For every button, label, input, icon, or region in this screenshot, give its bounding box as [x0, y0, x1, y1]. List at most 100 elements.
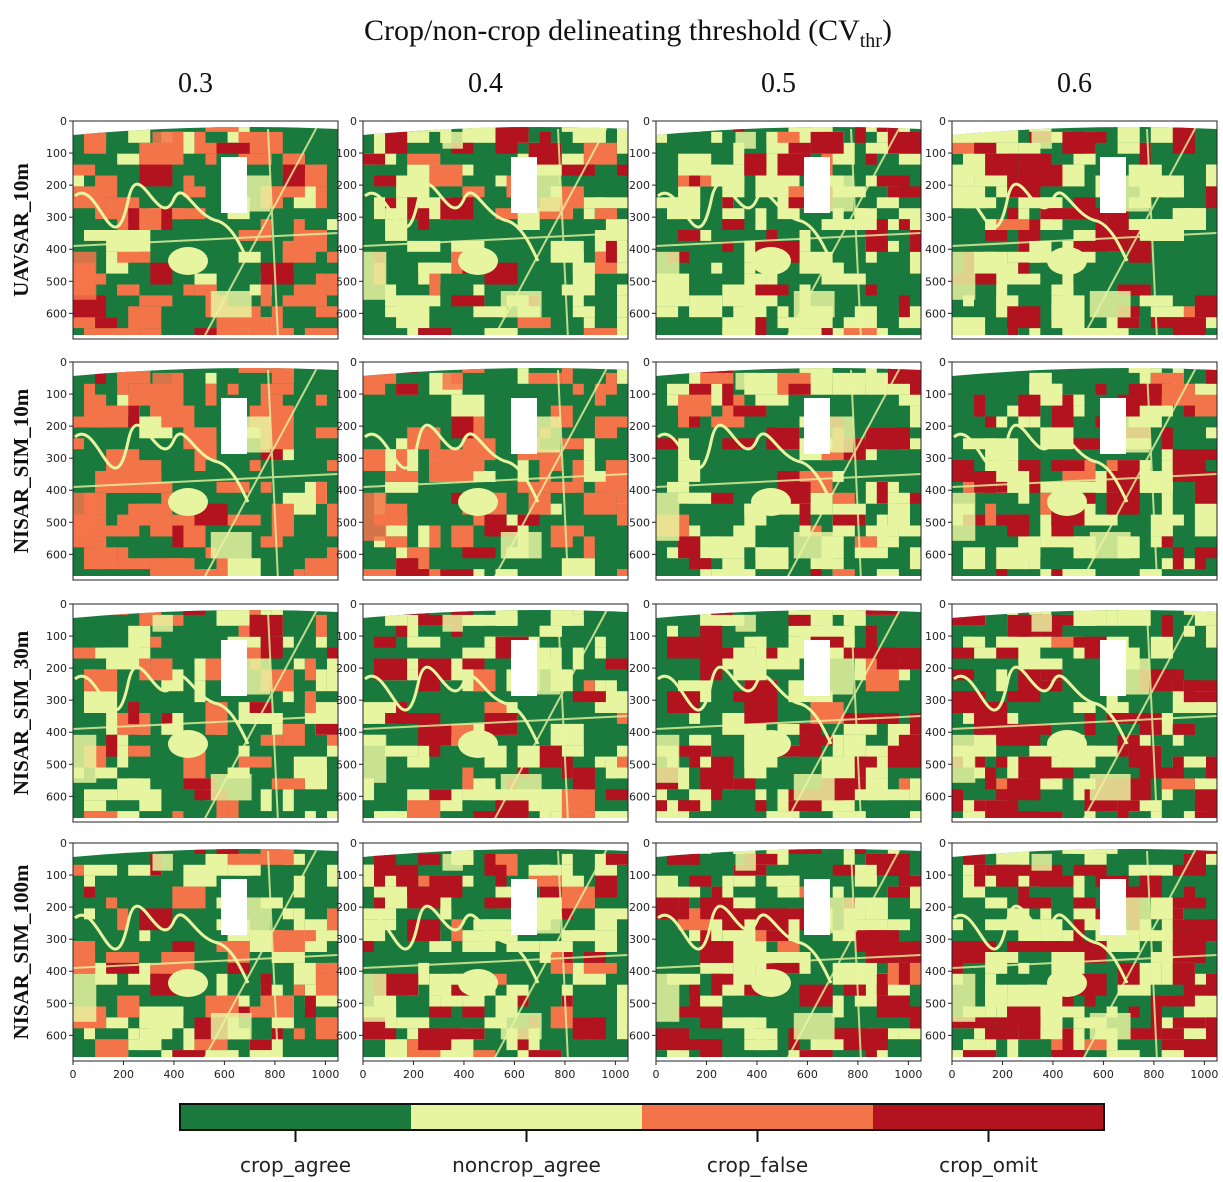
map-patch-crop-omit — [985, 153, 1019, 176]
map-patch-noncrop-agree — [1040, 131, 1074, 143]
map-patch-crop-omit — [1073, 438, 1096, 450]
y-tick-label: 0 — [60, 837, 67, 850]
map-patch-noncrop-agree — [495, 930, 518, 942]
map-patch-crop-omit — [1206, 186, 1217, 209]
map-patch-noncrop-agree — [617, 908, 628, 920]
y-tick-label: 200 — [336, 662, 357, 675]
map-patch-crop-omit — [396, 625, 408, 637]
x-tick-label: 600 — [1093, 1068, 1114, 1081]
map-patch-crop-false — [139, 503, 173, 515]
map-patch-crop-false — [1161, 383, 1195, 406]
map-patch-noncrop-agree — [985, 219, 1008, 230]
map-patch-noncrop-agree — [700, 962, 734, 974]
map-patch-noncrop-agree — [1161, 919, 1173, 942]
map-patch-noncrop-agree — [985, 995, 997, 1018]
map-patch-noncrop-agree — [996, 460, 1019, 482]
map-patch-noncrop-agree — [667, 547, 690, 559]
map-patch-noncrop-agree — [733, 941, 767, 963]
map-patch-noncrop-agree — [799, 230, 811, 252]
y-tick-label: 300 — [46, 452, 67, 465]
map-patch-noncrop-agree — [985, 962, 1008, 974]
y-tick-label: 200 — [46, 179, 67, 192]
map-patch-noncrop-agree — [473, 569, 485, 576]
y-tick-label: 100 — [46, 630, 67, 643]
map-patch-noncrop-agree — [1206, 427, 1217, 439]
map-patch-crop-omit — [172, 1050, 206, 1057]
map-patch-noncrop-agree — [282, 691, 294, 703]
y-tick-label: 0 — [350, 356, 357, 369]
map-river — [953, 423, 1129, 503]
map-patch-noncrop-agree — [205, 372, 217, 384]
map-patch-noncrop-agree — [363, 864, 374, 887]
map-patch-crop-omit — [1183, 984, 1206, 996]
map-patch-crop-omit — [799, 723, 822, 735]
map-patch-crop-omit — [910, 372, 921, 395]
map-patch-crop-omit — [963, 941, 997, 952]
map-roads — [363, 849, 628, 1057]
map-patch-crop-omit — [974, 800, 986, 812]
map-patch-crop-false — [304, 658, 316, 681]
map-patch-crop-false — [865, 669, 899, 692]
map-patch-crop-omit — [605, 240, 617, 263]
map-patch-crop-omit — [1007, 514, 1030, 537]
map-patch-noncrop-agree — [996, 142, 1019, 154]
map-patch-crop-omit — [396, 610, 430, 615]
map-patch-crop-false — [73, 438, 84, 450]
map-patch-noncrop-agree — [1206, 849, 1217, 865]
y-tick-label: 100 — [46, 388, 67, 401]
map-patch-crop-omit — [451, 295, 485, 307]
map-patch-noncrop-agree — [733, 142, 745, 165]
y-tick-label: 400 — [925, 726, 946, 739]
y-tick-label: 600 — [925, 1029, 946, 1042]
map-patch-noncrop-agree — [678, 525, 701, 537]
map-patch-crop-false — [282, 723, 305, 746]
map-patch-crop-omit — [385, 368, 419, 373]
map-patch-noncrop-agree — [843, 849, 855, 865]
map-patch-crop-omit — [887, 127, 899, 143]
map-patch-noncrop-agree — [788, 636, 800, 648]
map-patch-noncrop-agree — [1018, 962, 1030, 974]
map-patch-crop-omit — [1139, 142, 1151, 165]
map-patch-noncrop-agree — [985, 952, 1019, 963]
map-patch-crop-omit — [788, 197, 811, 209]
map-patch-crop-omit — [1161, 1028, 1184, 1040]
map-patch-crop-omit — [1117, 800, 1140, 812]
map-patch-crop-false — [172, 372, 184, 395]
y-tick-label: 600 — [336, 1029, 357, 1042]
map-patch-noncrop-agree — [304, 811, 316, 818]
map-patch-noncrop-agree — [985, 897, 1008, 909]
map-patch-crop-false — [315, 427, 338, 439]
map-patch-crop-false — [583, 492, 617, 515]
map-patch-crop-false — [128, 306, 162, 329]
map-patch-crop-false — [194, 449, 206, 471]
map-patch-crop-false — [227, 952, 250, 963]
map-patch-crop-false — [304, 930, 316, 942]
y-tick-label: 400 — [336, 726, 357, 739]
map-patch-noncrop-agree — [128, 778, 140, 790]
map-patch-noncrop-agree — [561, 745, 584, 757]
map-patch-crop-omit — [678, 1006, 712, 1018]
map-patch-noncrop-agree — [473, 614, 507, 626]
map-image — [656, 610, 921, 818]
map-image — [952, 127, 1217, 335]
map-panel-r4-c3: 0 100 200 300 400 500 600 0 200 400 600 800 1000 — [629, 837, 922, 1081]
map-patch-crop-omit — [1206, 973, 1217, 996]
map-patch-crop-omit — [418, 614, 452, 626]
map-patch-noncrop-agree — [1183, 995, 1217, 1007]
y-tick-label: 500 — [925, 516, 946, 529]
map-patch-crop-omit — [1073, 919, 1085, 942]
map-patch-noncrop-agree — [996, 669, 1008, 692]
map-patch-crop-omit — [865, 610, 899, 615]
map-patch-crop-omit — [876, 175, 910, 187]
map-patch-crop-omit — [788, 614, 811, 626]
map-patch-crop-omit — [985, 1017, 997, 1029]
map-patch-crop-false — [172, 131, 184, 154]
map-patch-noncrop-agree — [788, 175, 800, 187]
map-patch-noncrop-agree — [910, 778, 921, 801]
y-tick-label: 100 — [629, 388, 650, 401]
map-patch-crop-omit — [656, 1028, 667, 1051]
map-patch-noncrop-agree — [327, 219, 338, 230]
map-patch-crop-omit — [1018, 230, 1030, 252]
map-nodata-area — [511, 157, 537, 213]
map-patch-crop-omit — [963, 853, 986, 865]
